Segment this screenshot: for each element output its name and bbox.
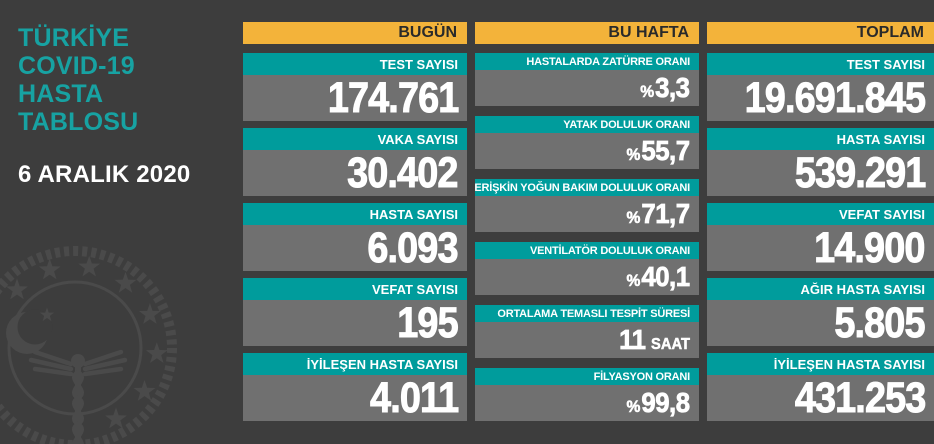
column-header-bu-hafta: BU HAFTA — [475, 22, 699, 44]
stat-value-bar: 195 — [243, 300, 467, 346]
page-title-line: TABLOSU — [18, 108, 139, 136]
stat-value-bar: % 99,8 — [475, 385, 699, 421]
stat-value: 3,3 — [655, 72, 691, 103]
stat-value-bar: % 71,7 — [475, 196, 699, 232]
page-title-line: TÜRKİYE — [18, 24, 130, 52]
stat-row: VEFAT SAYISI 195 — [243, 278, 467, 346]
column-bu-hafta: BU HAFTA HASTALARDA ZATÜRRE ORANI % 3,3 … — [474, 22, 699, 431]
stat-value-bar: 5.805 — [707, 300, 934, 346]
page-title-line: HASTA — [18, 80, 104, 108]
stat-value-group: % 40,1 — [626, 261, 691, 292]
stat-label: YATAK DOLULUK ORANI — [475, 116, 699, 133]
stat-value: 19.691.845 — [744, 73, 926, 122]
stat-row: AĞIR HASTA SAYISI 5.805 — [707, 278, 934, 346]
stat-row: HASTALARDA ZATÜRRE ORANI % 3,3 — [475, 53, 699, 106]
stat-value-bar: % 55,7 — [475, 133, 699, 169]
stat-value-group: % 99,8 — [626, 387, 691, 418]
percent-sign: % — [626, 271, 641, 291]
stat-value-bar: 431.253 — [707, 375, 934, 421]
stat-value-bar: 19.691.845 — [707, 75, 934, 121]
stat-unit: SAAT — [651, 336, 690, 354]
stat-label: TEST SAYISI — [707, 53, 934, 75]
stat-value: 6.093 — [367, 223, 459, 272]
stat-value-group: % 55,7 — [626, 135, 691, 166]
stat-row: VENTİLATÖR DOLULUK ORANI % 40,1 — [475, 242, 699, 295]
stat-value-bar: 4.011 — [243, 375, 467, 421]
stat-label: FİLYASYON ORANI — [475, 368, 699, 385]
caduceus-icon — [28, 349, 128, 444]
column-bugun: BUGÜN TEST SAYISI 174.761 VAKA SAYISI 30… — [243, 22, 467, 428]
column-header-toplam: TOPLAM — [707, 22, 934, 44]
stat-row: HASTA SAYISI 6.093 — [243, 203, 467, 271]
stat-value: 71,7 — [641, 198, 690, 229]
stat-value: 431.253 — [794, 373, 926, 422]
report-date: 6 ARALIK 2020 — [18, 161, 191, 188]
stat-label: HASTALARDA ZATÜRRE ORANI — [475, 53, 699, 70]
page-title-line: COVID-19 — [18, 52, 135, 80]
column-toplam: TOPLAM TEST SAYISI 19.691.845 HASTA SAYI… — [707, 22, 934, 428]
percent-sign: % — [626, 397, 641, 417]
stat-row: ORTALAMA TEMASLI TESPİT SÜRESİ 11 SAAT — [475, 305, 699, 358]
stat-value-bar: 174.761 — [243, 75, 467, 121]
stat-value: 174.761 — [327, 73, 459, 122]
stat-row: ERİŞKİN YOĞUN BAKIM DOLULUK ORANI % 71,7 — [474, 179, 699, 232]
stat-label: VEFAT SAYISI — [243, 278, 467, 300]
stat-row: TEST SAYISI 19.691.845 — [707, 53, 934, 121]
stat-value: 99,8 — [641, 387, 690, 418]
stat-value-group: % 71,7 — [626, 198, 691, 229]
stat-label: İYİLEŞEN HASTA SAYISI — [243, 353, 467, 375]
stat-label: AĞIR HASTA SAYISI — [707, 278, 934, 300]
stat-value-bar: 14.900 — [707, 225, 934, 271]
stat-value: 539.291 — [794, 148, 926, 197]
percent-sign: % — [626, 145, 641, 165]
stat-row: TEST SAYISI 174.761 — [243, 53, 467, 121]
stat-label: VAKA SAYISI — [243, 128, 467, 150]
stat-label: VENTİLATÖR DOLULUK ORANI — [475, 242, 699, 259]
stat-row: İYİLEŞEN HASTA SAYISI 431.253 — [707, 353, 934, 421]
stat-value-bar: 11 SAAT — [475, 322, 699, 358]
stat-row: İYİLEŞEN HASTA SAYISI 4.011 — [243, 353, 467, 421]
stat-label: TEST SAYISI — [243, 53, 467, 75]
stat-value: 14.900 — [814, 223, 926, 272]
stat-value: 4.011 — [369, 373, 459, 422]
stat-value-bar: 6.093 — [243, 225, 467, 271]
stat-value: 40,1 — [641, 261, 690, 292]
stat-value-group: 11 SAAT — [619, 324, 690, 355]
crescent-star-icon — [6, 307, 55, 354]
stat-label: HASTA SAYISI — [243, 203, 467, 225]
page-title: TÜRKİYE COVID-19 HASTA TABLOSU — [18, 24, 138, 136]
stat-row: FİLYASYON ORANI % 99,8 — [475, 368, 699, 421]
stat-row: YATAK DOLULUK ORANI % 55,7 — [475, 116, 699, 169]
stat-row: VAKA SAYISI 30.402 — [243, 128, 467, 196]
stat-value-bar: % 3,3 — [475, 70, 699, 106]
stat-label: İYİLEŞEN HASTA SAYISI — [707, 353, 934, 375]
stat-label: ORTALAMA TEMASLI TESPİT SÜRESİ — [475, 305, 699, 322]
column-header-bugun: BUGÜN — [243, 22, 467, 44]
stat-value: 5.805 — [834, 298, 926, 347]
ministry-of-health-emblem-icon — [0, 246, 177, 444]
percent-sign: % — [626, 208, 641, 228]
stat-label: HASTA SAYISI — [707, 128, 934, 150]
stat-value: 30.402 — [347, 148, 459, 197]
stat-value: 11 — [619, 324, 647, 355]
percent-sign: % — [640, 82, 655, 102]
stat-value: 55,7 — [641, 135, 690, 166]
stat-label: ERİŞKİN YOĞUN BAKIM DOLULUK ORANI — [474, 179, 699, 196]
stat-value-bar: % 40,1 — [475, 259, 699, 295]
stat-row: VEFAT SAYISI 14.900 — [707, 203, 934, 271]
stat-value: 195 — [397, 298, 459, 347]
stat-row: HASTA SAYISI 539.291 — [707, 128, 934, 196]
stat-label: VEFAT SAYISI — [707, 203, 934, 225]
stat-value-group: % 3,3 — [640, 72, 691, 103]
stat-value-bar: 30.402 — [243, 150, 467, 196]
stat-value-bar: 539.291 — [707, 150, 934, 196]
